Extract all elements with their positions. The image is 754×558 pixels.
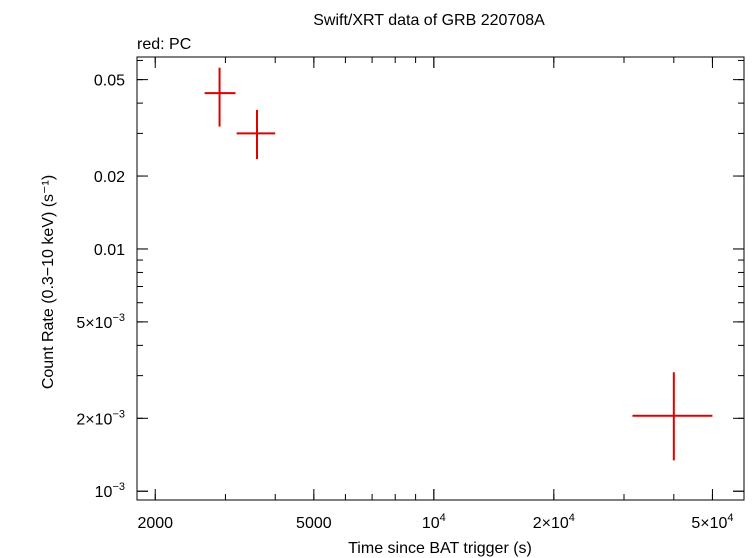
y-tick-label: 0.02 [94, 169, 125, 186]
y-tick-label: 2×10−3 [76, 408, 125, 428]
plot-frame [136, 56, 745, 501]
chart-title: Swift/XRT data of GRB 220708A [313, 12, 545, 29]
x-tick-label: 2000 [137, 515, 173, 532]
x-tick-label: 2×104 [533, 512, 575, 532]
x-tick-label: 5000 [296, 515, 332, 532]
axis-tick-labels: 2000 5000 104 2×104 5×104 10−3 2×10−3 5×10−3 0.0… [76, 73, 733, 532]
x-axis-label: Time since BAT trigger (s) [348, 540, 532, 557]
data-point [632, 372, 713, 461]
data-point [236, 109, 276, 160]
y-tick-label: 10−3 [95, 481, 125, 501]
x-tick-label: 104 [422, 512, 446, 532]
data-points [204, 67, 713, 461]
y-axis-label: Count Rate (0.3−10 keV) (s⁻¹) [40, 175, 57, 389]
y-tick-label: 0.01 [94, 242, 125, 259]
data-point [204, 67, 236, 127]
y-tick-label: 0.05 [94, 73, 125, 90]
axis-ticks [137, 57, 745, 500]
y-tick-label: 5×10−3 [76, 312, 125, 332]
x-tick-label: 5×104 [691, 512, 733, 532]
chart-subtitle: red: PC [137, 36, 191, 53]
